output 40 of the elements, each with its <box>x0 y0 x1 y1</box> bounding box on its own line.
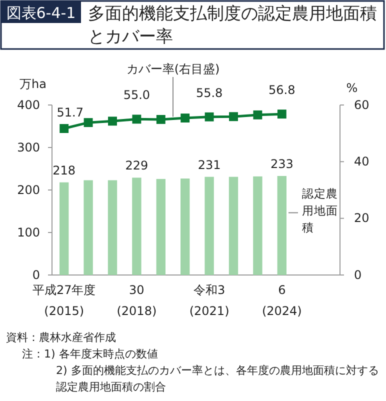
point <box>156 114 166 124</box>
data-label: 56.8 <box>268 83 296 98</box>
point <box>84 118 93 128</box>
y-tick-label: 200 <box>17 182 40 197</box>
chart-title: 多面的機能支払制度の認定農用地面積とカバー率 <box>88 4 377 47</box>
y2-axis-title: % <box>346 81 358 95</box>
data-label: 55.0 <box>123 88 150 102</box>
chart-subtitle: 図表6-4-1 <box>6 4 76 22</box>
y2-tick-label: 20 <box>354 211 370 226</box>
data-label: 55.8 <box>196 86 223 100</box>
y-tick-label: 400 <box>17 98 40 112</box>
y-axis-title: 万ha <box>20 77 46 91</box>
text: カバー率(右目盛) <box>126 62 220 76</box>
data-label: 229 <box>125 158 148 173</box>
point <box>108 116 117 126</box>
point <box>253 110 262 120</box>
point <box>204 112 214 122</box>
point <box>132 114 142 124</box>
text: 注：1) 各年度末時点の数値 <box>22 348 158 360</box>
y-tick-label: 300 <box>17 140 40 154</box>
data-label: 233 <box>270 156 294 171</box>
point <box>180 114 190 123</box>
data-label: 231 <box>198 158 221 172</box>
series-label: 認定農用地面積 <box>302 186 338 235</box>
point <box>60 124 69 133</box>
y2-tick-label: 40 <box>354 154 370 169</box>
x-tick-label: 6 (2024) <box>262 283 302 318</box>
text: 2) 多面的機能支払のカバー率とは、各年度の農用地面積に対する認定農用地面積の割合 <box>56 364 379 394</box>
x-tick-label: 平成27年度 (2015) <box>32 283 96 318</box>
data-label: 51.7 <box>56 106 84 120</box>
y2-tick-label: 0 <box>354 268 362 282</box>
x-tick-label: 令和3 (2021) <box>189 283 230 318</box>
y-tick-label: 100 <box>17 225 40 240</box>
x-tick-label: 30 (2018) <box>116 283 157 318</box>
point <box>229 112 238 122</box>
y-tick-label: 0 <box>32 268 40 282</box>
text: 資料：農林水産省作成 <box>6 331 116 344</box>
y2-tick-label: 60 <box>354 98 370 112</box>
point <box>277 110 286 119</box>
data-label: 218 <box>52 163 76 178</box>
